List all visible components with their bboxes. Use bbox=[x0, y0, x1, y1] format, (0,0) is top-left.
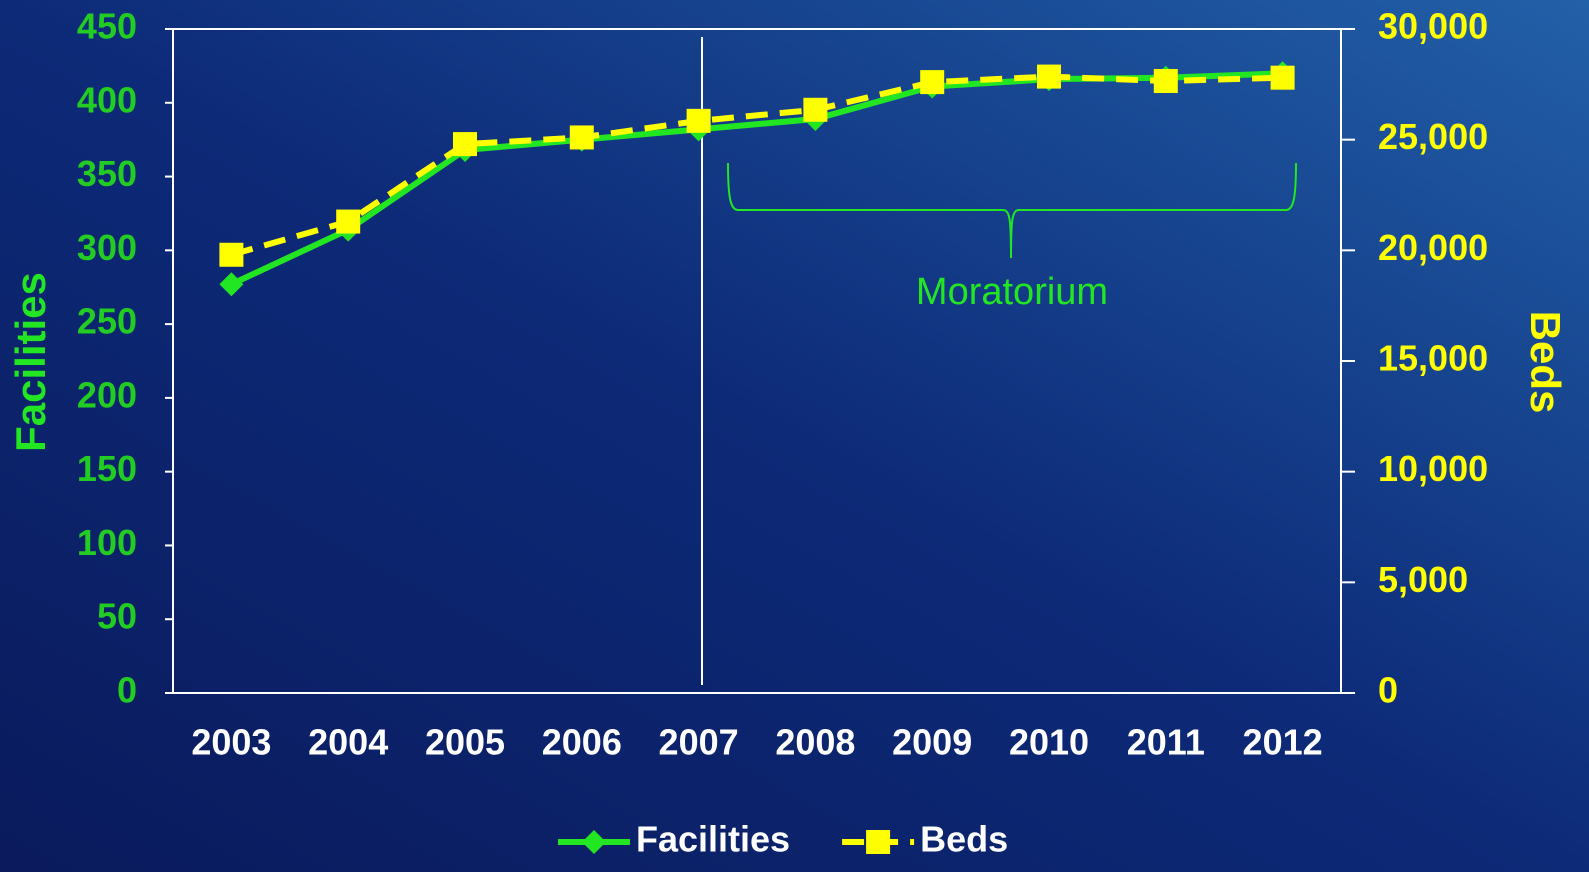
y2-tick-label: 25,000 bbox=[1378, 116, 1488, 157]
legend-label: Beds bbox=[920, 819, 1008, 860]
series-line bbox=[230, 73, 1283, 258]
marker bbox=[569, 125, 594, 150]
y2-tick-label: 15,000 bbox=[1378, 338, 1488, 379]
y2-tick-label: 10,000 bbox=[1378, 448, 1488, 489]
legend-marker bbox=[866, 830, 891, 854]
y-tick-label: 100 bbox=[77, 522, 137, 563]
marker bbox=[1270, 65, 1295, 90]
y-tick-label: 150 bbox=[77, 448, 137, 489]
y-tick-label: 450 bbox=[77, 6, 137, 47]
x-tick-label: 2007 bbox=[659, 722, 739, 763]
x-tick-label: 2009 bbox=[892, 722, 972, 763]
marker bbox=[453, 132, 477, 157]
y-tick-label: 250 bbox=[77, 301, 137, 342]
y2-tick-label: 0 bbox=[1378, 670, 1398, 711]
marker bbox=[1153, 69, 1178, 94]
x-tick-label: 2006 bbox=[542, 722, 622, 763]
marker bbox=[219, 272, 244, 297]
x-tick-label: 2005 bbox=[425, 722, 505, 763]
y2-tick-label: 30,000 bbox=[1378, 6, 1488, 47]
marker bbox=[803, 97, 828, 122]
annotation: Moratorium bbox=[916, 271, 1108, 313]
marker bbox=[920, 70, 945, 95]
legend-label: Facilities bbox=[636, 819, 790, 860]
marker bbox=[686, 108, 711, 133]
series-line bbox=[230, 70, 1283, 287]
x-tick-label: 2004 bbox=[308, 722, 388, 763]
y-tick-label: 300 bbox=[77, 227, 137, 268]
y-tick-label: 350 bbox=[77, 153, 137, 194]
marker bbox=[336, 209, 361, 234]
y-tick-label: 200 bbox=[77, 374, 137, 415]
bracket bbox=[727, 162, 1297, 259]
x-tick-label: 2011 bbox=[1127, 722, 1205, 763]
x-tick-label: 2012 bbox=[1243, 722, 1323, 763]
y-tick-label: 400 bbox=[77, 79, 137, 120]
marker bbox=[1037, 64, 1061, 89]
y2-tick-label: 20,000 bbox=[1378, 227, 1488, 268]
x-tick-label: 2003 bbox=[191, 722, 271, 763]
y-tick-label: 50 bbox=[97, 596, 137, 637]
y-axis-title: Facilities bbox=[7, 272, 54, 452]
y2-tick-label: 5,000 bbox=[1378, 559, 1468, 600]
y-tick-label: 0 bbox=[117, 670, 137, 711]
x-tick-label: 2010 bbox=[1009, 722, 1089, 763]
x-tick-label: 2008 bbox=[775, 722, 855, 763]
y2-axis-title: Beds bbox=[1522, 311, 1569, 414]
legend-marker bbox=[582, 830, 606, 854]
marker bbox=[219, 242, 244, 267]
